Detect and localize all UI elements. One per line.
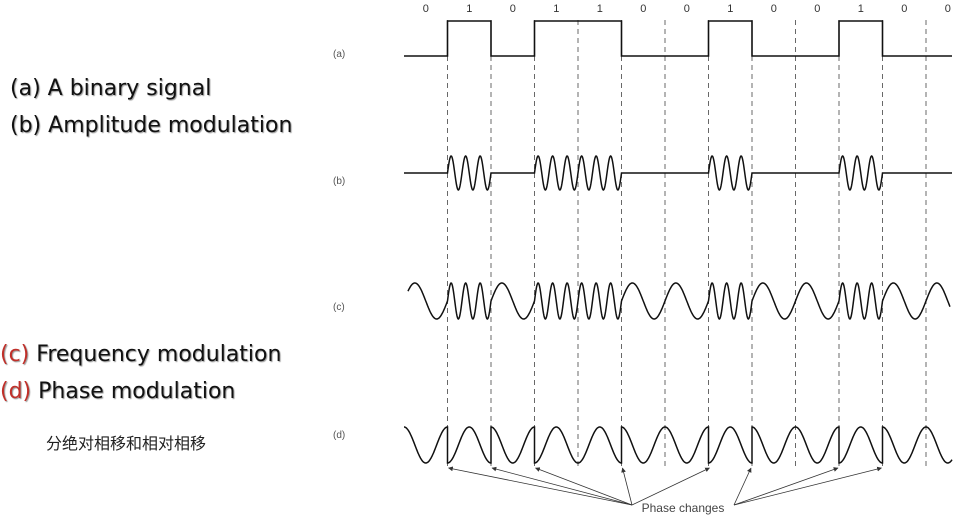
phase-modulation-waveform bbox=[404, 426, 953, 464]
bit-labels: 0 1 0 1 1 0 0 1 0 0 1 0 0 bbox=[423, 3, 951, 15]
bit-label: 0 bbox=[945, 3, 951, 15]
bit-label: 0 bbox=[771, 3, 777, 15]
legend-item-amplitude-modulation: (b) Amplitude modulation bbox=[10, 113, 292, 138]
bit-label: 0 bbox=[423, 3, 429, 15]
bit-label: 0 bbox=[640, 3, 646, 15]
row-labels: (a) (b) (c) (d) bbox=[333, 49, 345, 441]
bit-label: 0 bbox=[510, 3, 516, 15]
row-label: (d) bbox=[333, 430, 345, 441]
phase-change-arrow bbox=[631, 467, 710, 506]
legend-key: (a) bbox=[10, 76, 41, 101]
bit-label: 0 bbox=[814, 3, 820, 15]
phase-change-arrow bbox=[535, 467, 633, 506]
legend-text: A binary signal bbox=[47, 76, 212, 101]
binary-signal-waveform bbox=[404, 20, 952, 57]
phase-change-arrow bbox=[733, 466, 882, 506]
phase-change-arrows bbox=[448, 466, 882, 506]
legend-key: (b) bbox=[10, 113, 42, 138]
legend-item-binary-signal: (a) A binary signal bbox=[10, 76, 211, 101]
waveforms bbox=[404, 20, 953, 464]
bit-boundary-grid bbox=[447, 20, 927, 470]
legend-key: (c) bbox=[0, 342, 30, 367]
bit-label: 1 bbox=[597, 3, 603, 15]
legend-item-frequency-modulation: (c) Frequency modulation bbox=[0, 342, 281, 367]
row-label: (a) bbox=[333, 49, 345, 60]
legend-item-phase-modulation: (d) Phase modulation bbox=[0, 379, 235, 404]
phase-change-arrow bbox=[491, 466, 633, 506]
bit-label: 1 bbox=[553, 3, 559, 15]
legend-key: (d) bbox=[0, 379, 32, 404]
phase-changes-label: Phase changes bbox=[642, 501, 725, 515]
frequency-modulation-waveform bbox=[407, 282, 951, 320]
legend-text: Frequency modulation bbox=[36, 342, 282, 367]
phase-change-arrow bbox=[448, 466, 633, 506]
bit-label: 0 bbox=[684, 3, 690, 15]
phase-change-arrow bbox=[733, 467, 839, 506]
phase-change-arrow bbox=[621, 467, 633, 506]
bit-label: 1 bbox=[858, 3, 864, 15]
bit-label: 1 bbox=[727, 3, 733, 15]
amplitude-modulation-waveform bbox=[404, 155, 952, 191]
bit-label: 1 bbox=[466, 3, 472, 15]
legend-text: Phase modulation bbox=[38, 379, 236, 404]
legend-text: Amplitude modulation bbox=[48, 113, 293, 138]
row-label: (c) bbox=[333, 302, 345, 313]
row-label: (b) bbox=[333, 176, 345, 187]
phase-change-arrow bbox=[733, 467, 752, 506]
bit-label: 0 bbox=[901, 3, 907, 15]
chinese-note: 分绝对相移和相对相移 bbox=[46, 434, 207, 453]
